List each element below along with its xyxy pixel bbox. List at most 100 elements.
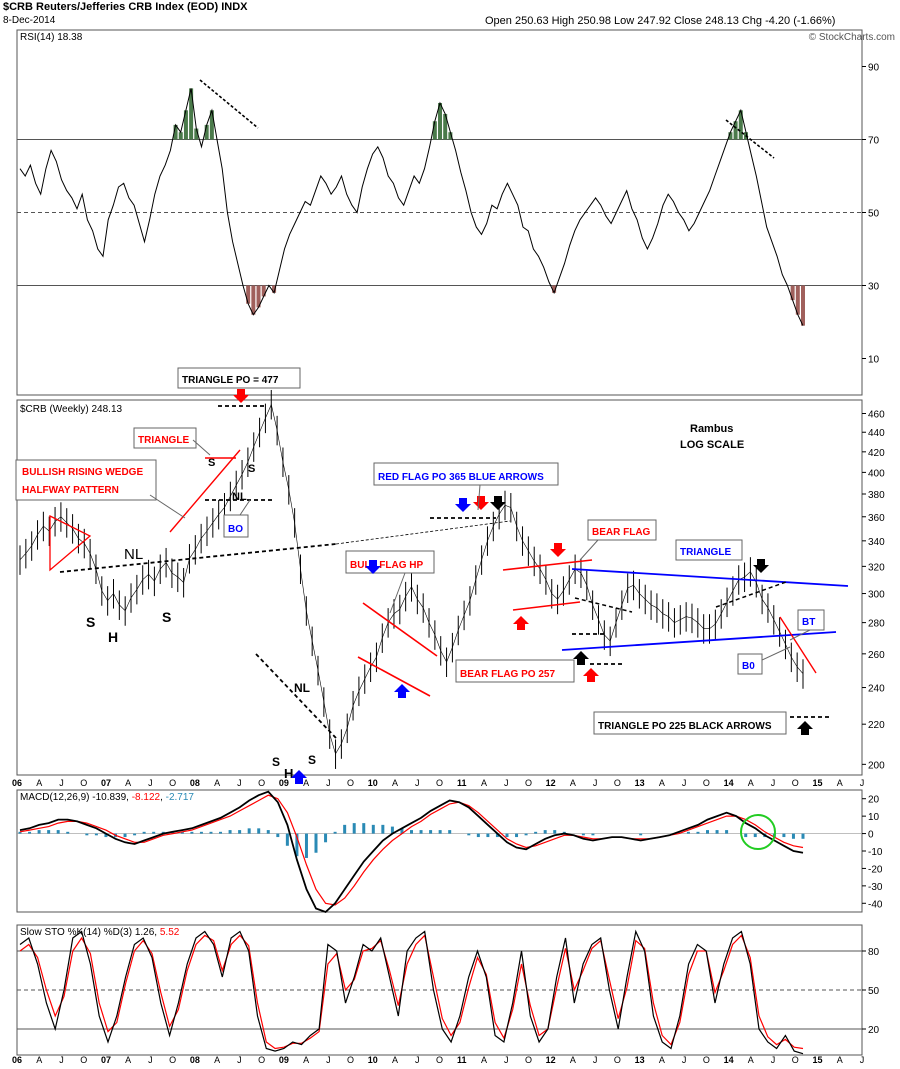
x-tick-label-bottom: 15	[813, 1055, 823, 1065]
x-tick-label: 13	[635, 778, 645, 788]
x-tick-label: J	[148, 778, 153, 788]
x-tick-label: 06	[12, 778, 22, 788]
y-tick-label: 20	[868, 795, 880, 806]
neckline-1	[59, 543, 337, 573]
label-wedge-line2: HALFWAY PATTERN	[22, 485, 119, 496]
arrow-black-1	[490, 496, 506, 510]
x-tick-label: 07	[101, 778, 111, 788]
arrow-black-3	[753, 559, 769, 573]
label-nl-1: NL	[232, 491, 247, 503]
label-s-6: S	[308, 753, 316, 767]
x-tick-label: 15	[813, 778, 823, 788]
x-tick-label: O	[347, 778, 354, 788]
label-s-2: S	[248, 463, 255, 475]
label-bear-flag-po: BEAR FLAG PO 257	[460, 669, 555, 680]
x-tick-label-bottom: J	[860, 1055, 865, 1065]
rsi-trendline-1	[199, 79, 259, 129]
rsi-title: RSI(14) 18.38	[20, 32, 83, 43]
arrow-red-top	[233, 389, 249, 403]
rsi-line	[19, 88, 804, 326]
x-tick-label-bottom: 07	[101, 1055, 111, 1065]
label-bt: BT	[802, 617, 815, 628]
price-title: $CRB (Weekly) 248.13	[20, 404, 123, 415]
label-triangle-po-477-box	[177, 367, 301, 389]
label-log-scale: LOG SCALE	[680, 439, 744, 451]
ohlc-readout: Open 250.63 High 250.98 Low 247.92 Close…	[485, 15, 836, 27]
label-bear-flag-po-box	[455, 659, 575, 683]
x-tick-label-bottom: J	[504, 1055, 509, 1065]
x-tick-label-bottom: O	[792, 1055, 799, 1065]
x-tick-label-bottom: 13	[635, 1055, 645, 1065]
callout-bt	[789, 629, 811, 641]
label-bo-1: BO	[228, 524, 243, 535]
x-tick-label: O	[169, 778, 176, 788]
x-tick-label: O	[525, 778, 532, 788]
x-tick-label: O	[436, 778, 443, 788]
symbol-title: $CRB Reuters/Jefferies CRB Index (EOD) I…	[3, 1, 248, 13]
x-tick-label-bottom: 11	[457, 1055, 467, 1065]
x-tick-label: 08	[190, 778, 200, 788]
macd-title: MACD(12,26,9) -10.839, -8.122, -2.717	[20, 792, 194, 803]
x-tick-label-bottom: J	[237, 1055, 242, 1065]
sto-title: Slow STO %K(14) %D(3) 1.26, 5.52	[20, 927, 180, 938]
panel-frame-price	[16, 399, 863, 776]
label-s-1: S	[208, 457, 215, 469]
y-tick-label: 360	[868, 513, 885, 524]
macd-crossover-circle	[740, 814, 776, 850]
label-bt-box	[797, 609, 825, 631]
x-tick-label: J	[771, 778, 776, 788]
y-tick-label: 220	[868, 720, 885, 731]
bear-flag-top	[502, 559, 593, 571]
arrow-blue-2	[394, 684, 410, 698]
y-tick-label: 340	[868, 537, 885, 548]
x-tick-label: J	[326, 778, 331, 788]
label-s-3: S	[86, 614, 95, 630]
watermark: © StockCharts.com	[809, 32, 895, 43]
x-tick-label-bottom: J	[415, 1055, 420, 1065]
x-tick-label: A	[303, 778, 309, 788]
x-tick-label: A	[837, 778, 843, 788]
y-tick-label: 10	[868, 812, 880, 823]
y-tick-label: 10	[868, 355, 880, 366]
callout-wedge	[149, 494, 186, 519]
label-s-4: S	[162, 609, 171, 625]
x-tick-label: 14	[724, 778, 734, 788]
y-tick-label: 420	[868, 448, 885, 459]
x-tick-label-bottom: J	[59, 1055, 64, 1065]
arrow-blue-1	[365, 560, 381, 574]
y-tick-label: 200	[868, 760, 885, 771]
label-triangle-box	[133, 427, 197, 449]
triangle-upper	[571, 568, 849, 587]
callout-triangle	[192, 439, 211, 456]
y-tick-label: -40	[868, 899, 883, 910]
x-tick-label-bottom: A	[392, 1055, 398, 1065]
x-tick-label-bottom: 06	[12, 1055, 22, 1065]
arrow-blue-3	[455, 498, 471, 512]
x-tick-label-bottom: A	[659, 1055, 665, 1065]
x-tick-label: A	[748, 778, 754, 788]
x-tick-label: A	[570, 778, 576, 788]
x-tick-label-bottom: 10	[368, 1055, 378, 1065]
x-tick-label-bottom: A	[748, 1055, 754, 1065]
x-tick-label-bottom: 09	[279, 1055, 289, 1065]
final-red-line	[779, 616, 817, 674]
y-tick-label: -20	[868, 864, 883, 875]
x-tick-label: A	[659, 778, 665, 788]
x-tick-label-bottom: A	[125, 1055, 131, 1065]
x-tick-label: O	[80, 778, 87, 788]
y-tick-label: 400	[868, 468, 885, 479]
label-bo-2: B0	[742, 661, 755, 672]
x-tick-label: O	[792, 778, 799, 788]
x-tick-label: 10	[368, 778, 378, 788]
bear-flag-bottom	[512, 601, 581, 611]
label-nl-3: NL	[294, 681, 310, 695]
bear-dash-3	[574, 597, 633, 613]
chart-date: 8-Dec-2014	[3, 15, 56, 26]
x-tick-label-bottom: A	[303, 1055, 309, 1065]
x-tick-label: J	[860, 778, 865, 788]
label-triangle-po-477: TRIANGLE PO = 477	[182, 375, 279, 386]
triangle-inner	[715, 581, 787, 608]
bull-flag-top	[362, 602, 438, 657]
